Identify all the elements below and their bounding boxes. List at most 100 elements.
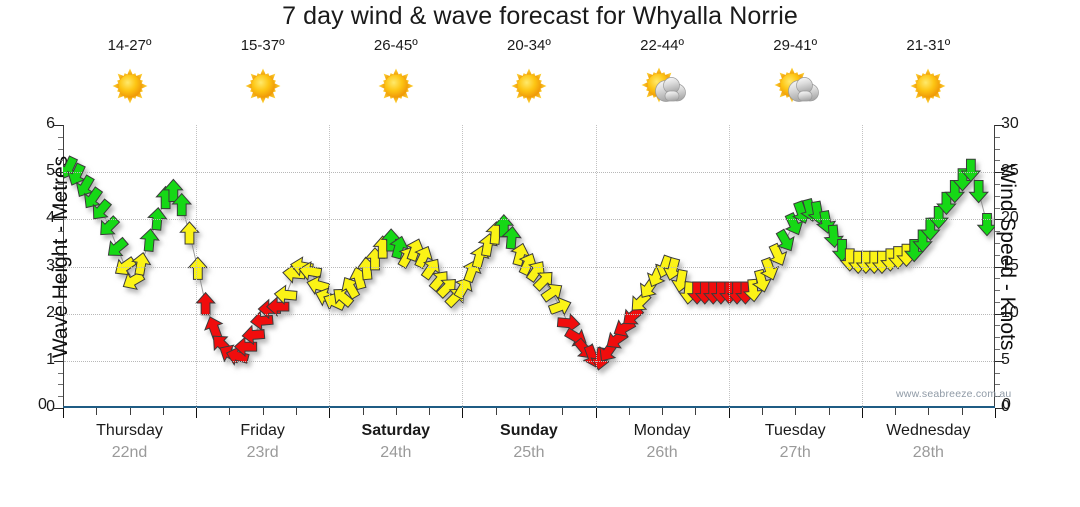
day-header-saturday: 26-45º (329, 38, 462, 116)
day-label-friday: Friday 23rd (196, 420, 329, 464)
x-axis-minor-tick (162, 408, 164, 415)
wind-arrow (75, 174, 95, 198)
x-axis-minor-tick (529, 408, 530, 415)
day-name: Sunday (500, 422, 558, 439)
day-date: 27th (779, 444, 811, 461)
x-axis-major-tick (861, 408, 863, 418)
gridline (64, 360, 994, 362)
y-axis-label-left: 2 (46, 303, 55, 321)
wind-arrow (171, 192, 193, 217)
y-minor-tick-right (995, 160, 1000, 162)
wind-arrow-layer (63, 155, 995, 371)
y-minor-tick-right (995, 231, 1000, 233)
day-divider-gridline (728, 125, 730, 408)
wind-arrow (131, 251, 152, 276)
day-label-tuesday: Tuesday 27th (729, 420, 862, 464)
gridline (64, 172, 994, 174)
temperature-range: 15-37º (240, 37, 285, 54)
x-axis-minor-tick (562, 408, 564, 415)
wind-arrow (107, 236, 129, 256)
wind-arrow (784, 212, 804, 236)
x-axis-minor-tick (795, 408, 797, 415)
wind-arrow (298, 260, 323, 282)
y-axis-label-left: 1 (46, 350, 55, 368)
wind-arrow (912, 229, 933, 253)
x-axis-major-tick (63, 408, 64, 418)
x-axis-minor-tick (395, 408, 397, 415)
temperature-range: 14-27º (107, 37, 152, 54)
x-origin-right-label: 0 (1002, 396, 1011, 413)
y-minor-tick-left (58, 254, 63, 256)
wind-arrow (420, 258, 440, 281)
watermark: www.seabreeze.com.au (896, 388, 1012, 400)
y-axis-label-right: 5 (1001, 350, 1010, 368)
plot-area: Wave Height - Metres Wind Speed - Knots … (46, 115, 1019, 415)
y-minor-tick-left (58, 349, 63, 351)
x-axis-minor-tick (96, 408, 98, 415)
day-name: Wednesday (886, 422, 971, 439)
x-axis-minor-tick (828, 408, 830, 415)
wind-wave-forecast-chart: 7 day wind & wave forecast for Whyalla N… (38, 2, 1019, 464)
x-axis-minor-tick (495, 408, 497, 415)
y-minor-tick-right (995, 349, 1000, 351)
x-axis-minor-tick (262, 408, 264, 415)
x-axis-major-tick (329, 408, 331, 418)
y-tick-right (995, 360, 1004, 362)
y-minor-tick-left (58, 160, 63, 162)
wind-arrow (510, 242, 531, 267)
y-tick-left (54, 360, 63, 362)
day-date: 25th (513, 444, 545, 461)
wind-arrow (100, 215, 121, 236)
y-minor-tick-right (995, 301, 1000, 303)
x-axis-major-tick (595, 408, 597, 418)
wind-arrow (518, 252, 538, 277)
wind-arrow (204, 316, 224, 340)
day-divider-gridline (462, 125, 464, 408)
y-tick-right (995, 313, 1004, 315)
wind-arrow (759, 256, 780, 281)
wind-arrow (67, 162, 86, 186)
page-title: 7 day wind & wave forecast for Whyalla N… (282, 2, 798, 30)
wind-arrow (187, 256, 209, 280)
day-label-sunday: Sunday 25th (462, 420, 595, 464)
gridline (64, 266, 994, 268)
day-header-friday: 15-37º (196, 38, 329, 116)
sun-icon (462, 58, 595, 116)
x-axis-minor-tick (695, 408, 697, 415)
wind-arrow (903, 238, 925, 263)
baseline (63, 406, 995, 408)
day-divider-gridline (196, 125, 198, 408)
y-minor-tick-left (58, 290, 63, 292)
wind-arrow (742, 278, 764, 303)
wind-arrow (944, 180, 966, 204)
y-minor-tick-right (995, 325, 1000, 327)
y-tick-right (995, 266, 1004, 268)
day-name: Saturday (361, 422, 431, 439)
day-date: 23rd (246, 444, 279, 461)
y-axis-label-left: 0 (46, 398, 55, 415)
gridline (64, 313, 994, 315)
wind-arrow (273, 284, 298, 306)
y-minor-tick-right (995, 148, 1000, 150)
day-header-tuesday: 29-41º (729, 38, 862, 116)
y-minor-tick-left (58, 337, 63, 339)
y-tick-right (995, 172, 1004, 174)
day-name: Tuesday (764, 422, 826, 439)
y-minor-tick-right (995, 195, 1000, 197)
y-axis-label-left: 6 (46, 115, 55, 132)
wind-arrow (405, 238, 425, 263)
y-minor-tick-right (995, 384, 1000, 386)
wind-arrow (751, 268, 772, 293)
temperature-range: 20-34º (507, 37, 551, 54)
wind-arrow (532, 271, 553, 292)
y-minor-tick-left (58, 148, 63, 150)
wind-arrow (768, 242, 788, 266)
day-date: 22nd (111, 444, 148, 461)
day-name: Thursday (96, 422, 163, 439)
sun-icon (862, 58, 995, 116)
y-axis-label-right: 25 (1001, 162, 1019, 180)
x-axis-minor-tick (129, 408, 131, 415)
y-minor-tick-left (58, 242, 63, 244)
y-minor-tick-left (58, 136, 63, 138)
left-axis-line (63, 125, 64, 408)
